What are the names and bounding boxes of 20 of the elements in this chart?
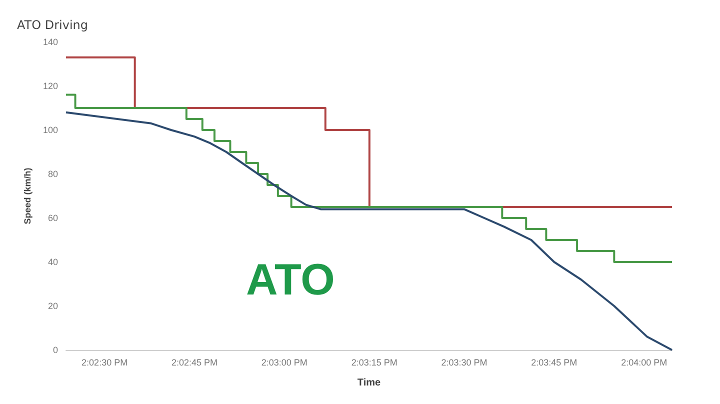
y-tick-label: 0 — [52, 345, 58, 355]
y-tick-label: 100 — [42, 125, 58, 135]
y-tick-label: 140 — [42, 37, 58, 47]
y-tick-label: 20 — [48, 301, 58, 311]
annotation: ATO — [246, 256, 335, 304]
x-axis-title: Time — [357, 378, 382, 388]
chart-title: ATO Driving — [17, 18, 88, 32]
y-tick-label: 40 — [48, 257, 58, 267]
x-tick-label: 2:02:45 PM — [171, 358, 218, 368]
x-tick-label: 2:04:00 PM — [621, 358, 668, 368]
line-series — [65, 111, 673, 351]
y-tick-label: 60 — [48, 213, 58, 223]
y-tick-label: 120 — [42, 81, 58, 91]
x-tick-label: 2:03:30 PM — [441, 358, 488, 368]
y-axis-title: Speed (km/h) — [22, 168, 32, 224]
x-tick-label: 2:03:45 PM — [531, 358, 578, 368]
x-tick-label: 2:02:30 PM — [82, 358, 128, 368]
x-tick-label: 2:03:00 PM — [261, 358, 308, 368]
x-tick-label: 2:03:15 PM — [351, 358, 398, 368]
y-tick-label: 80 — [48, 169, 58, 179]
